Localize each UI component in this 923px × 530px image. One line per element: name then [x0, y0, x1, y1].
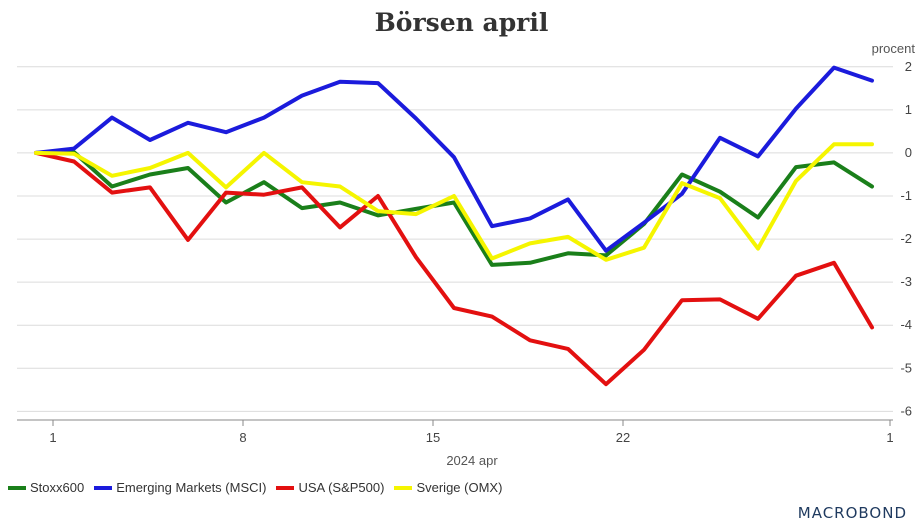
x-tick-label: 8: [239, 430, 246, 445]
legend-label: Sverige (OMX): [416, 480, 503, 495]
legend-label: Stoxx600: [30, 480, 85, 495]
axes: 2 1 0 -1 -2 -3 -4 -5 -6 1 8 15 22 1: [17, 59, 912, 445]
series-line-1: [34, 65, 874, 253]
y-tick-label: 2: [905, 59, 912, 74]
macrobond-logo: MACROBOND: [797, 504, 907, 522]
series-line-3: [34, 142, 874, 262]
y-axis-label: procent: [872, 41, 916, 56]
legend-item-2: USA (S&P500): [276, 480, 384, 495]
legend-swatch: [94, 485, 113, 490]
y-tick-label: -3: [900, 274, 912, 289]
y-tick-label: -4: [900, 317, 912, 332]
x-tick-label: 1: [49, 430, 56, 445]
series-line-0: [34, 150, 874, 267]
legend-item-0: Stoxx600: [8, 480, 84, 495]
x-tick-label: 1: [886, 430, 893, 445]
legend-label: Emerging Markets (MSCI): [116, 480, 267, 495]
x-tick-label: 22: [616, 430, 630, 445]
chart-title: Börsen april: [374, 8, 549, 37]
y-tick-label: -2: [900, 231, 912, 246]
series-lines: [34, 65, 874, 387]
legend-item-1: Emerging Markets (MSCI): [94, 480, 266, 495]
legend-label: USA (S&P500): [298, 480, 385, 495]
y-tick-label: 1: [905, 102, 912, 117]
legend-swatch: [8, 485, 26, 490]
series-line-2: [34, 150, 874, 387]
legend-swatch: [276, 485, 295, 490]
x-axis-label: 2024 apr: [446, 453, 498, 468]
y-tick-label: 0: [905, 145, 912, 160]
y-tick-label: -1: [900, 188, 912, 203]
grid: [17, 66, 893, 412]
legend-swatch: [394, 485, 413, 490]
y-tick-label: -6: [900, 403, 912, 418]
y-tick-label: -5: [900, 360, 912, 375]
legend-item-3: Sverige (OMX): [394, 480, 502, 495]
x-tick-label: 15: [426, 430, 440, 445]
legend: Stoxx600 Emerging Markets (MSCI) USA (S&P5…: [8, 480, 502, 495]
